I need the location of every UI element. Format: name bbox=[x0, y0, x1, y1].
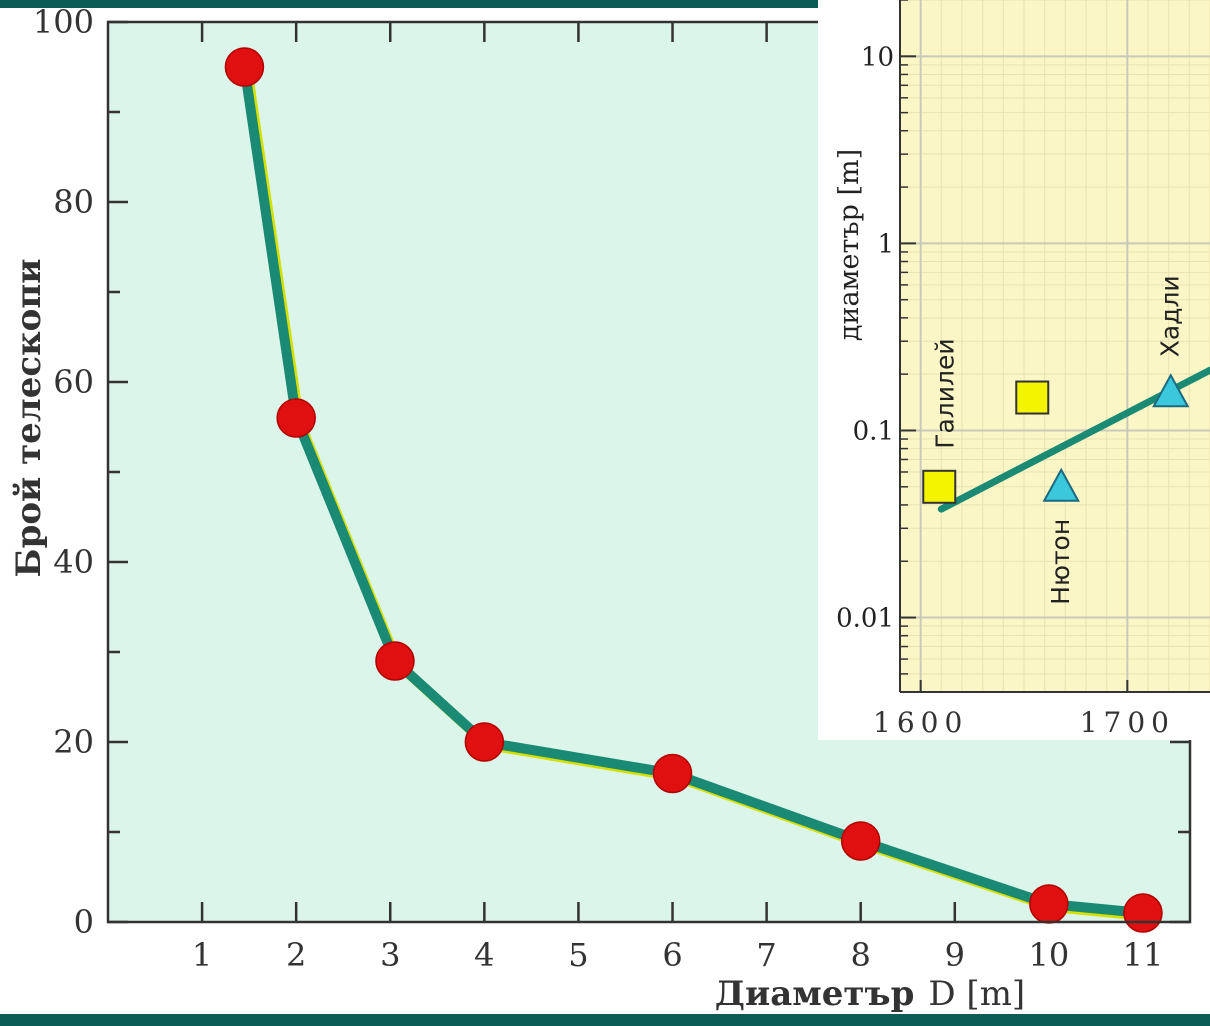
inset-y-tick-label: 1 bbox=[877, 229, 894, 259]
main-y-tick-label: 20 bbox=[53, 723, 94, 761]
inset-y-tick-label: 0.01 bbox=[836, 604, 894, 634]
main-y-axis-label: Брой телескопи bbox=[9, 259, 49, 578]
inset-x-tick-label: 1700 bbox=[1080, 706, 1175, 739]
main-x-axis-label-bold: Диаметър bbox=[715, 974, 915, 1014]
main-x-axis-label-unit: D [m] bbox=[928, 974, 1025, 1014]
inset-y-tick-label: 10 bbox=[861, 42, 894, 72]
main-x-tick-label: 10 bbox=[1029, 936, 1070, 974]
main-data-point bbox=[464, 722, 505, 762]
inset-square-point bbox=[922, 469, 957, 504]
main-x-tick-label: 1 bbox=[192, 936, 212, 974]
inset-chart: 0.01 0.1 1 10 1600 1700 Галилей Нютон Хадли ди… bbox=[818, 0, 1210, 740]
main-y-tick-label: 40 bbox=[53, 543, 94, 581]
inset-x-tick-label: 1600 bbox=[873, 706, 968, 739]
main-data-point bbox=[375, 641, 415, 681]
main-x-tick-label: 7 bbox=[756, 936, 776, 974]
main-y-tick-label: 0 bbox=[74, 903, 94, 941]
main-series-line bbox=[239, 62, 1148, 918]
main-data-point bbox=[224, 47, 265, 87]
inset-triangle-point bbox=[1152, 373, 1190, 408]
main-x-tick-label: 5 bbox=[568, 936, 588, 974]
main-y-tick-label: 60 bbox=[53, 363, 94, 401]
main-x-tick-label: 3 bbox=[380, 936, 400, 974]
inset-points: Галилей Нютон Хадли bbox=[922, 275, 1190, 605]
main-data-point bbox=[1029, 884, 1069, 924]
inset-x-ticks: 1600 1700 bbox=[873, 680, 1175, 739]
inset-square-point bbox=[1015, 380, 1050, 415]
main-x-axis-label: Диаметър D [m] bbox=[715, 974, 1025, 1014]
main-data-point bbox=[276, 398, 316, 438]
inset-triangle-point bbox=[1042, 467, 1080, 502]
inset-point-label: Хадли bbox=[1156, 275, 1185, 357]
inset-y-ticks: 0.01 0.1 1 10 bbox=[836, 0, 916, 693]
inset-y-tick-label: 0.1 bbox=[853, 416, 894, 446]
main-x-tick-label: 11 bbox=[1123, 936, 1164, 974]
inset-plot-area bbox=[900, 0, 1210, 692]
inset-y-axis-label: диаметър [m] bbox=[834, 149, 865, 341]
main-x-tick-label: 6 bbox=[662, 936, 682, 974]
inset-point-label: Галилей bbox=[930, 338, 959, 448]
inset-point-label: Нютон bbox=[1046, 519, 1075, 605]
main-y-tick-label: 80 bbox=[53, 183, 94, 221]
main-points bbox=[224, 47, 1163, 933]
main-x-tick-label: 4 bbox=[474, 936, 494, 974]
main-data-point bbox=[652, 753, 693, 794]
main-x-tick-label: 9 bbox=[945, 936, 965, 974]
main-data-point bbox=[1123, 893, 1163, 933]
main-y-tick-label: 100 bbox=[33, 3, 94, 41]
main-x-tick-label: 2 bbox=[286, 936, 306, 974]
main-data-point bbox=[840, 821, 881, 861]
main-x-tick-label: 8 bbox=[851, 936, 871, 974]
